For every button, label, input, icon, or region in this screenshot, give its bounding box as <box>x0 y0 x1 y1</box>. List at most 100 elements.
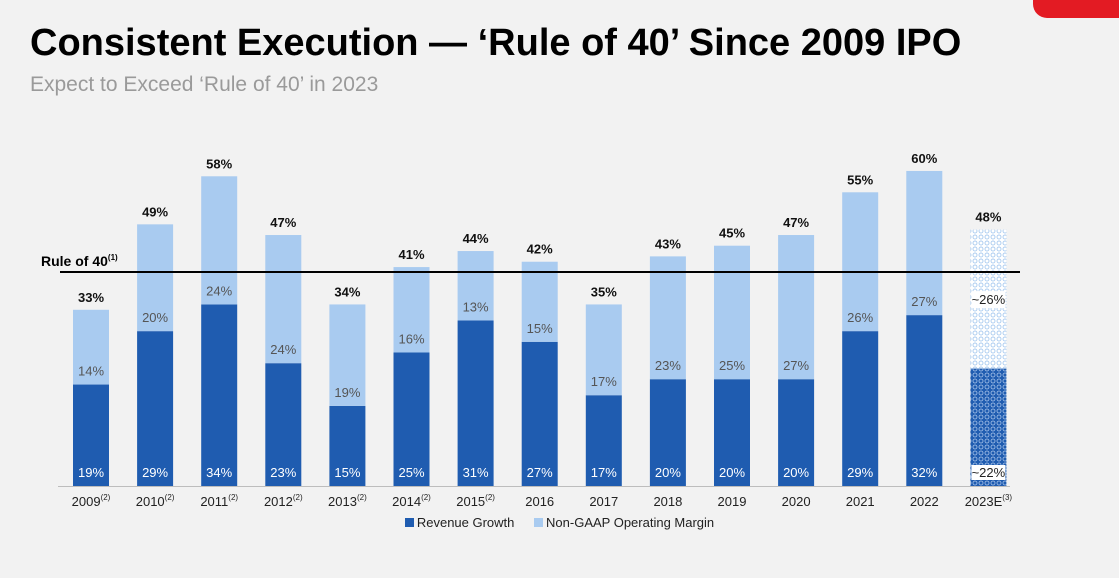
label-operating-margin-2013: 19% <box>334 385 360 400</box>
bar-operating-margin-2020 <box>778 235 815 380</box>
bar-revenue-growth-2010 <box>137 331 174 486</box>
label-operating-margin-2011: 24% <box>206 283 232 298</box>
legend-label-revenue-growth: Revenue Growth <box>416 515 515 530</box>
label-operating-margin-2022: 27% <box>911 294 937 309</box>
label-revenue-growth-2021: 29% <box>847 465 873 480</box>
rule-of-40-label: Rule of 40(1) <box>41 253 118 269</box>
bar-revenue-growth-2013 <box>329 405 366 486</box>
bar-operating-margin-2014 <box>393 267 430 353</box>
slide-subtitle: Expect to Exceed ‘Rule of 40’ in 2023 <box>30 73 379 96</box>
legend-label-operating-margin: Non-GAAP Operating Margin <box>546 515 715 530</box>
label-total-2009: 33% <box>78 290 104 305</box>
bar-operating-margin-2016 <box>521 261 558 342</box>
label-operating-margin-2020: 27% <box>783 358 809 373</box>
bar-operating-margin-2019 <box>714 245 750 380</box>
legend-swatch-operating-margin <box>534 518 544 527</box>
bar-operating-margin-2018 <box>649 256 686 380</box>
label-revenue-growth-2014: 25% <box>398 465 424 480</box>
category-label-2013: 2013(2) <box>328 493 367 509</box>
category-label-2023E: 2023E(3) <box>965 493 1013 509</box>
label-operating-margin-2015: 13% <box>463 299 489 314</box>
category-label-2020: 2020 <box>782 494 811 509</box>
label-total-2013: 34% <box>334 284 360 299</box>
label-revenue-growth-2016: 27% <box>527 465 553 480</box>
bar-operating-margin-2010 <box>137 224 174 332</box>
legend-item-operating-margin: Non-GAAP Operating Margin <box>534 515 714 530</box>
label-operating-margin-2018: 23% <box>655 358 681 373</box>
bar-revenue-growth-2014 <box>393 352 430 486</box>
label-operating-margin-2009: 14% <box>78 364 104 379</box>
label-total-2016: 42% <box>527 242 553 257</box>
label-operating-margin-2023E: ~26% <box>972 292 1006 307</box>
category-label-2022: 2022 <box>910 494 939 509</box>
label-operating-margin-2019: 25% <box>719 358 745 373</box>
label-total-2017: 35% <box>591 284 617 299</box>
label-revenue-growth-2018: 20% <box>655 465 681 480</box>
label-total-2010: 49% <box>142 204 168 219</box>
category-label-2018: 2018 <box>653 494 682 509</box>
label-total-2022: 60% <box>911 151 937 166</box>
bar-operating-margin-2012 <box>265 235 302 364</box>
category-label-2019: 2019 <box>718 494 747 509</box>
slide-title: Consistent Execution — ‘Rule of 40’ Sinc… <box>30 22 962 64</box>
legend-swatch-revenue-growth <box>404 518 414 527</box>
bar-revenue-growth-2012 <box>265 363 302 486</box>
label-operating-margin-2014: 16% <box>398 332 424 347</box>
bar-operating-margin-2011 <box>201 176 238 305</box>
bar-operating-margin-2013 <box>329 304 366 406</box>
label-revenue-growth-2022: 32% <box>911 465 937 480</box>
label-total-2012: 47% <box>270 215 296 230</box>
label-revenue-growth-2015: 31% <box>463 465 489 480</box>
bar-revenue-growth-2020 <box>778 379 815 486</box>
category-label-2012: 2012(2) <box>264 493 303 509</box>
label-revenue-growth-2019: 20% <box>719 465 745 480</box>
label-revenue-growth-2012: 23% <box>270 465 296 480</box>
bar-revenue-growth-2018 <box>649 379 686 486</box>
label-revenue-growth-2023E: ~22% <box>972 465 1006 480</box>
label-revenue-growth-2011: 34% <box>206 465 232 480</box>
label-bg-revenue-growth-2023E <box>971 465 1006 480</box>
label-total-2011: 58% <box>206 156 232 171</box>
category-label-2009: 2009(2) <box>72 493 111 509</box>
label-revenue-growth-2017: 17% <box>591 465 617 480</box>
label-total-2018: 43% <box>655 236 681 251</box>
bar-revenue-growth-2022 <box>906 315 943 486</box>
brand-accent-tab <box>1033 0 1119 18</box>
bar-operating-margin-2021 <box>842 192 879 332</box>
category-label-2011: 2011(2) <box>200 493 238 509</box>
bar-revenue-growth-2011 <box>201 304 238 486</box>
label-revenue-growth-2010: 29% <box>142 465 168 480</box>
label-total-2023E: 48% <box>975 210 1001 225</box>
label-bg-operating-margin-2023E <box>971 291 1006 309</box>
bar-revenue-growth-2015 <box>457 320 494 486</box>
bar-operating-margin-2015 <box>457 251 494 321</box>
label-operating-margin-2021: 26% <box>847 310 873 325</box>
category-label-2021: 2021 <box>846 494 875 509</box>
category-label-2017: 2017 <box>589 494 618 509</box>
label-total-2014: 41% <box>398 247 424 262</box>
label-revenue-growth-2013: 15% <box>334 465 360 480</box>
label-total-2019: 45% <box>719 226 745 241</box>
label-total-2015: 44% <box>463 231 489 246</box>
bar-revenue-growth-2009 <box>73 384 109 486</box>
category-label-2010: 2010(2) <box>136 493 175 509</box>
category-label-2016: 2016 <box>525 494 554 509</box>
label-total-2020: 47% <box>783 215 809 230</box>
label-operating-margin-2010: 20% <box>142 310 168 325</box>
bar-revenue-growth-2017 <box>585 395 622 486</box>
category-label-2014: 2014(2) <box>392 493 431 509</box>
bar-revenue-growth-2019 <box>714 379 750 486</box>
label-operating-margin-2017: 17% <box>591 374 617 389</box>
bar-operating-margin-2017 <box>585 304 622 396</box>
label-operating-margin-2012: 24% <box>270 342 296 357</box>
bar-operating-margin-2022 <box>906 170 943 316</box>
label-revenue-growth-2009: 19% <box>78 465 104 480</box>
label-revenue-growth-2020: 20% <box>783 465 809 480</box>
bar-revenue-growth-2016 <box>521 341 558 486</box>
bar-operating-margin-2009 <box>73 309 109 385</box>
label-operating-margin-2016: 15% <box>527 321 553 336</box>
legend-item-revenue-growth: Revenue Growth <box>404 515 515 530</box>
label-total-2021: 55% <box>847 172 873 187</box>
category-label-2015: 2015(2) <box>456 493 495 509</box>
